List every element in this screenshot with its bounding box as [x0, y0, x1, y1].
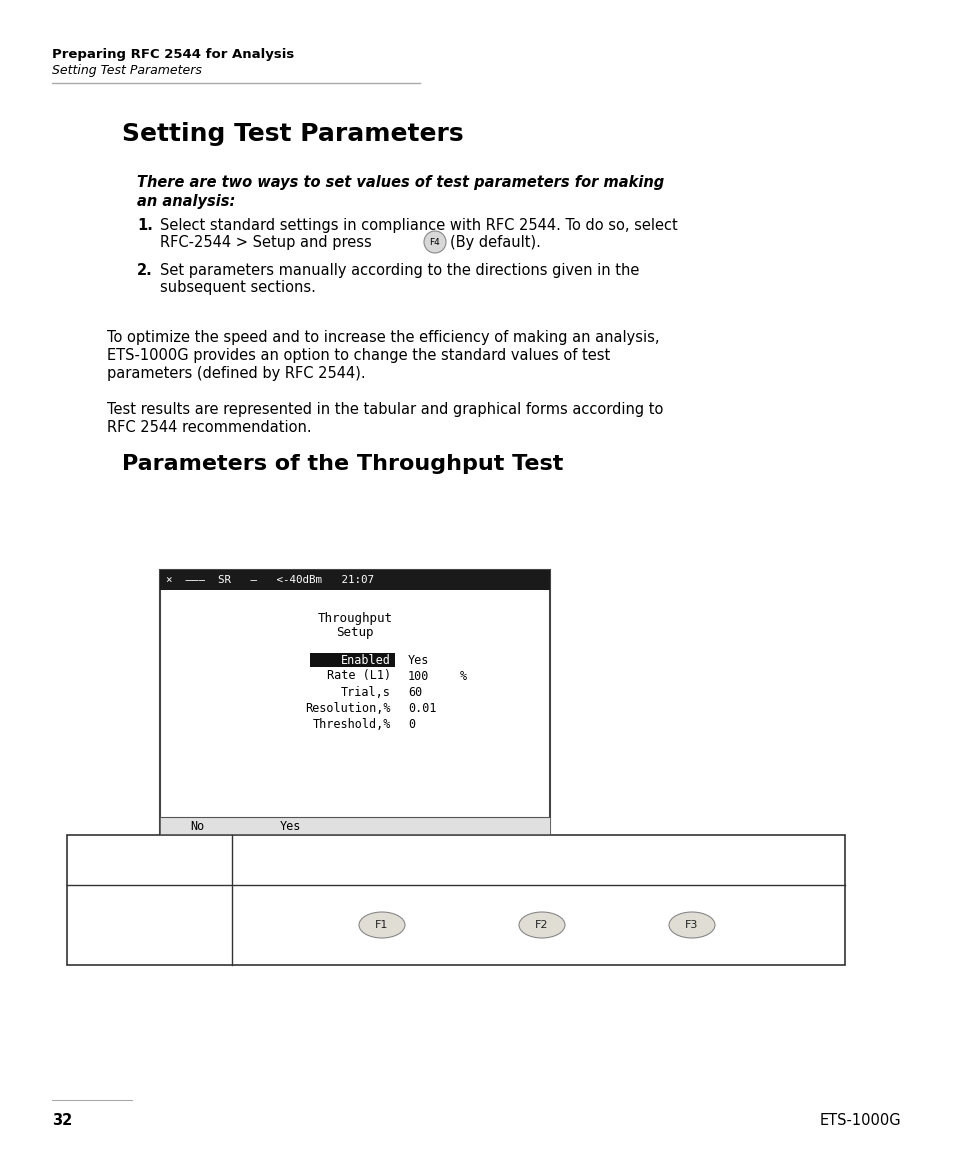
Text: 0.01: 0.01	[408, 701, 436, 714]
Ellipse shape	[518, 912, 564, 938]
Text: Test results are represented in the tabular and graphical forms according to: Test results are represented in the tabu…	[107, 402, 662, 417]
Bar	[160, 570, 550, 590]
Ellipse shape	[358, 912, 405, 938]
Text: subsequent sections.: subsequent sections.	[160, 280, 315, 296]
Text: Setting Test Parameters: Setting Test Parameters	[52, 64, 202, 76]
Text: F2: F2	[535, 920, 548, 930]
Text: 60: 60	[408, 685, 422, 699]
Text: Throughput: Throughput	[317, 612, 392, 625]
Text: 2.: 2.	[137, 263, 152, 278]
Bar	[67, 834, 844, 965]
Text: To optimize the speed and to increase the efficiency of making an analysis,: To optimize the speed and to increase th…	[107, 330, 659, 345]
Ellipse shape	[668, 912, 714, 938]
Text: Resolution,%: Resolution,%	[305, 701, 391, 714]
Text: RFC-2544 > Setup and press: RFC-2544 > Setup and press	[160, 235, 372, 250]
Text: Select standard settings in compliance with RFC 2544. To do so, select: Select standard settings in compliance w…	[160, 218, 677, 233]
Text: an analysis:: an analysis:	[137, 194, 235, 209]
Text: RFC 2544 recommendation.: RFC 2544 recommendation.	[107, 420, 312, 435]
Text: ⨯  ———  SR   —   <-40dBm   21:07: ⨯ ——— SR — <-40dBm 21:07	[166, 575, 374, 585]
Text: 0: 0	[408, 717, 415, 730]
Text: F3: F3	[684, 920, 698, 930]
Text: %: %	[459, 670, 467, 683]
Text: Set parameters manually according to the directions given in the: Set parameters manually according to the…	[160, 263, 639, 278]
Text: F1: F1	[375, 920, 388, 930]
Text: 32: 32	[52, 1113, 72, 1128]
Text: 100: 100	[408, 670, 429, 683]
Text: Parameters of the Throughput Test: Parameters of the Throughput Test	[122, 454, 563, 474]
Text: 1.: 1.	[137, 218, 152, 233]
Text: Yes: Yes	[280, 819, 301, 832]
Text: Setup: Setup	[335, 626, 374, 639]
Text: ETS-1000G provides an option to change the standard values of test: ETS-1000G provides an option to change t…	[107, 348, 610, 363]
Text: F4: F4	[429, 238, 440, 247]
Text: (By default).: (By default).	[450, 235, 540, 250]
Circle shape	[423, 231, 446, 253]
Text: There are two ways to set values of test parameters for making: There are two ways to set values of test…	[137, 175, 663, 190]
Text: Trial,s: Trial,s	[341, 685, 391, 699]
Text: No: No	[190, 819, 204, 832]
Bar	[160, 817, 550, 834]
Text: Threshold,%: Threshold,%	[313, 717, 391, 730]
Text: Yes: Yes	[408, 654, 429, 666]
Text: ETS-1000G: ETS-1000G	[820, 1113, 901, 1128]
Text: Rate (L1): Rate (L1)	[327, 670, 391, 683]
Bar	[160, 570, 550, 834]
Text: Setting Test Parameters: Setting Test Parameters	[122, 122, 463, 146]
Bar	[310, 653, 395, 666]
Text: parameters (defined by RFC 2544).: parameters (defined by RFC 2544).	[107, 366, 365, 381]
Text: Preparing RFC 2544 for Analysis: Preparing RFC 2544 for Analysis	[52, 48, 294, 61]
Text: Enabled: Enabled	[341, 654, 391, 666]
